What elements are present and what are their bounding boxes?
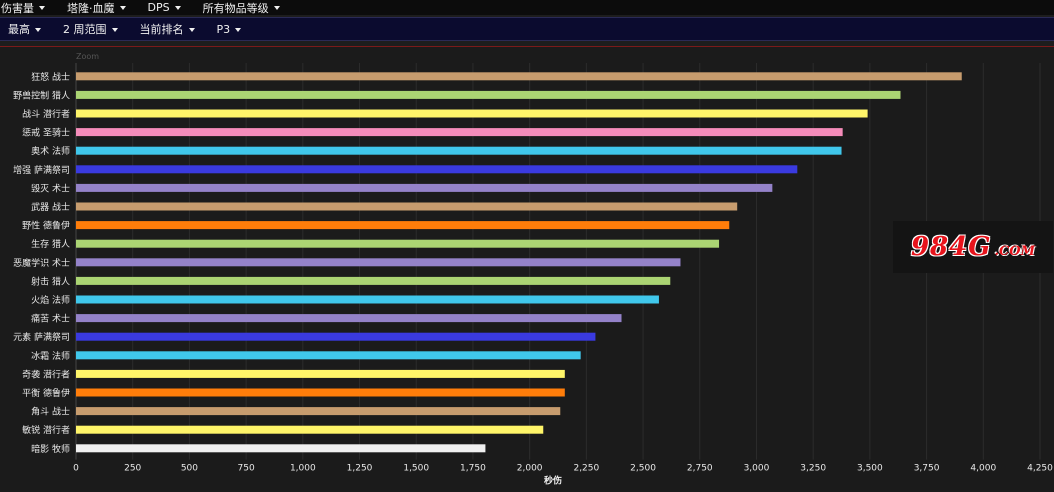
bar: [76, 72, 962, 81]
bar: [76, 183, 773, 192]
divider: [0, 46, 1054, 47]
x-tick-label: 500: [181, 464, 198, 474]
bar: [76, 295, 659, 304]
x-tick-label: 1,250: [347, 464, 373, 474]
category-label: 角斗 战士: [31, 406, 70, 418]
bar: [76, 221, 730, 230]
dps-dropdown[interactable]: DPS: [148, 1, 181, 14]
category-label: 奇袭 潜行者: [22, 368, 70, 380]
category-label: 恶魔学识 术士: [13, 257, 70, 269]
bar: [76, 202, 738, 211]
zoom-label: Zoom: [76, 52, 100, 61]
bar: [76, 407, 561, 416]
metric-dropdown[interactable]: 伤害量: [1, 0, 45, 16]
x-tick-label: 2,750: [687, 464, 713, 474]
x-tick-label: 3,000: [744, 464, 770, 474]
category-label: 惩戒 圣骑士: [22, 127, 70, 139]
item-level-dropdown[interactable]: 所有物品等级: [203, 0, 280, 16]
boss-dropdown-label: 塔隆·血魔: [67, 1, 115, 15]
bar: [76, 388, 565, 397]
item-level-dropdown-label: 所有物品等级: [202, 1, 269, 15]
metric-dropdown-label: 伤害量: [1, 1, 34, 15]
category-label: 射击 猎人: [31, 275, 70, 287]
bar: [76, 239, 720, 248]
category-label: 暗影 牧师: [31, 443, 70, 455]
ranking-period-dropdown[interactable]: 当前排名: [140, 21, 195, 37]
category-label: 狂怒 战士: [31, 71, 70, 83]
bar: [76, 109, 868, 118]
category-label: 战斗 潜行者: [22, 108, 70, 120]
x-tick-label: 3,750: [914, 464, 940, 474]
bar: [76, 90, 901, 99]
bar: [76, 369, 565, 378]
bar: [76, 258, 681, 267]
bar: [76, 128, 843, 137]
chevron-down-icon: [119, 6, 126, 10]
bar: [76, 276, 671, 285]
ranking-type-label: 最高: [8, 23, 30, 36]
category-label: 生存 猎人: [31, 238, 70, 250]
x-tick-label: 750: [238, 464, 255, 474]
bar: [76, 314, 622, 323]
chevron-down-icon: [235, 27, 242, 32]
ranking-period-label: 当前排名: [139, 23, 184, 36]
x-tick-label: 2,250: [573, 464, 599, 474]
category-label: 冰霜 法师: [31, 350, 70, 362]
chevron-down-icon: [273, 6, 280, 10]
filter-toolbar: 最高 2 周范围 当前排名 P3: [0, 17, 1054, 41]
category-label: 火焰 法师: [31, 294, 70, 306]
x-tick-label: 1,500: [403, 464, 429, 474]
metric-toolbar: 伤害量 塔隆·血魔 DPS 所有物品等级: [0, 0, 1054, 15]
time-range-dropdown[interactable]: 2 周范围: [63, 21, 118, 37]
x-tick-label: 250: [124, 464, 141, 474]
x-tick-label: 3,250: [800, 464, 826, 474]
watermark-text: 984G: [910, 232, 992, 262]
phase-label: P3: [216, 22, 231, 36]
category-label: 奥术 法师: [31, 145, 70, 157]
watermark-logo: 984G .COM: [893, 221, 1053, 273]
category-label: 增强 萨满祭司: [13, 164, 70, 176]
bar: [76, 444, 486, 453]
category-label: 野兽控制 猎人: [13, 89, 70, 101]
bar: [76, 425, 544, 434]
watermark-suffix: .COM: [994, 243, 1036, 259]
phase-dropdown[interactable]: P3: [217, 23, 242, 36]
category-label: 痛苦 术士: [31, 313, 70, 325]
category-label: 毁灭 术士: [31, 182, 70, 194]
x-tick-label: 0: [73, 464, 79, 474]
x-tick-label: 4,250: [1027, 464, 1053, 474]
x-axis-label: 秒伤: [544, 475, 562, 487]
chevron-down-icon: [35, 27, 41, 32]
category-label: 敏锐 潜行者: [22, 424, 70, 436]
time-range-label: 2 周范围: [63, 23, 107, 36]
bar: [76, 146, 842, 155]
ranking-type-dropdown[interactable]: 最高: [8, 21, 41, 37]
bar: [76, 165, 798, 174]
x-tick-label: 2,500: [630, 464, 656, 474]
x-tick-label: 2,000: [517, 464, 543, 474]
category-label: 元素 萨满祭司: [13, 331, 70, 343]
category-label: 野性 德鲁伊: [22, 220, 70, 232]
x-tick-label: 1,000: [290, 464, 316, 474]
boss-dropdown[interactable]: 塔隆·血魔: [67, 0, 126, 16]
bar: [76, 351, 581, 360]
chevron-down-icon: [174, 6, 181, 10]
x-tick-label: 3,500: [857, 464, 883, 474]
x-tick-label: 1,750: [460, 464, 486, 474]
chevron-down-icon: [111, 27, 118, 32]
chevron-down-icon: [188, 27, 195, 32]
bar: [76, 332, 596, 341]
dps-dropdown-label: DPS: [147, 1, 170, 14]
chevron-down-icon: [39, 6, 45, 10]
x-tick-label: 4,000: [970, 464, 996, 474]
chart-panel: [0, 47, 1054, 492]
category-label: 平衡 德鲁伊: [22, 387, 70, 399]
category-label: 武器 战士: [31, 201, 70, 213]
